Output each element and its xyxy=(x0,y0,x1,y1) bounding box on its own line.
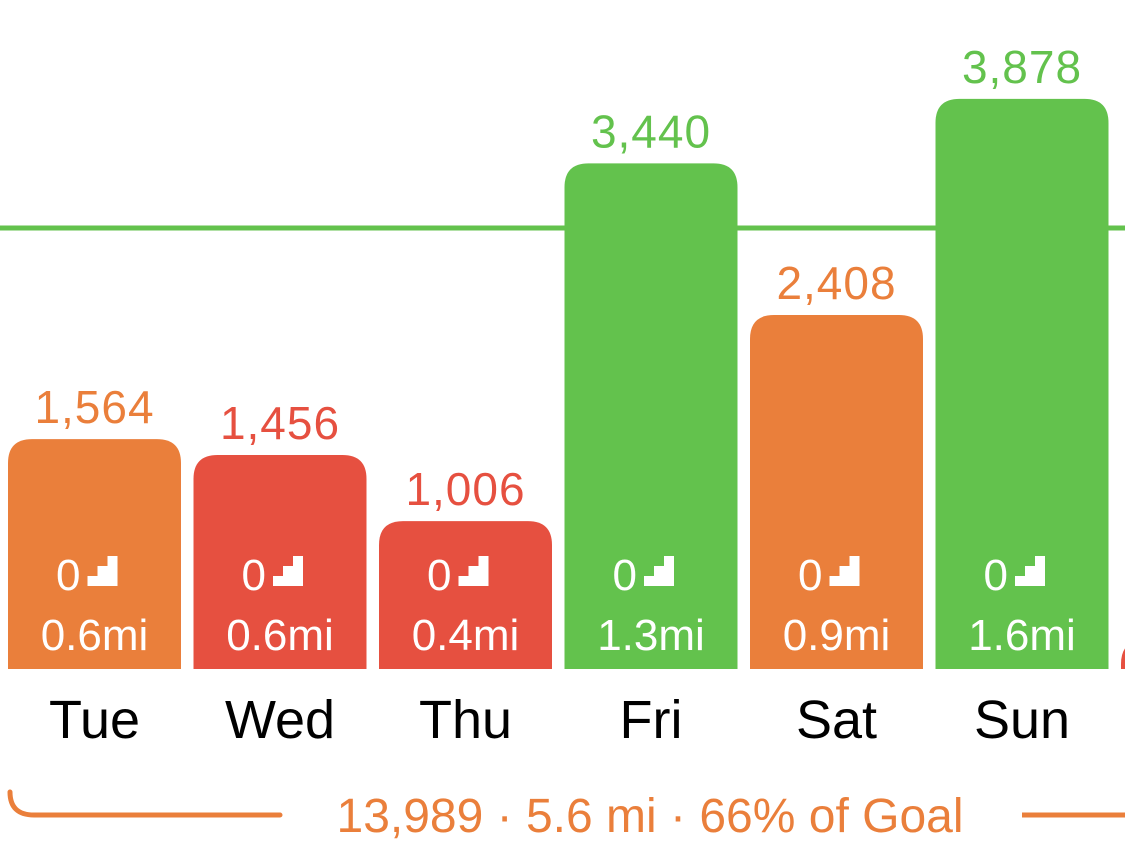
value-label: 3,440 xyxy=(591,105,711,157)
floors-count: 0 xyxy=(613,551,637,600)
day-label-tue: Tue xyxy=(49,690,140,750)
distance-label: 0.6mi xyxy=(41,611,149,660)
distance-label: 0.4mi xyxy=(412,611,520,660)
bar-sun[interactable] xyxy=(935,98,1109,669)
bar-sat[interactable] xyxy=(750,315,923,669)
bar-partial-next xyxy=(1121,648,1125,669)
weekly-summary: 13,989 · 5.6 mi · 66% of Goal xyxy=(337,790,964,843)
floors-count: 0 xyxy=(56,551,80,600)
day-label-sat: Sat xyxy=(796,690,877,750)
value-label: 1,564 xyxy=(34,381,154,433)
stairs-icon xyxy=(273,556,303,586)
stairs-icon xyxy=(1015,556,1045,586)
day-label-thu: Thu xyxy=(419,690,512,750)
value-label: 1,456 xyxy=(220,397,340,449)
stairs-icon xyxy=(458,556,489,586)
bars-group xyxy=(8,98,1125,669)
floors-count: 0 xyxy=(242,551,266,600)
bar-wed[interactable] xyxy=(193,454,367,669)
value-label: 3,878 xyxy=(962,41,1082,93)
distance-label: 0.6mi xyxy=(226,611,334,660)
stairs-icon xyxy=(644,556,674,586)
floors-count: 0 xyxy=(984,551,1008,600)
value-label: 2,408 xyxy=(776,257,896,309)
day-label-wed: Wed xyxy=(225,690,335,750)
distance-label: 1.3mi xyxy=(597,611,705,660)
bar-tue[interactable] xyxy=(8,439,181,669)
distance-label: 0.9mi xyxy=(783,611,891,660)
distance-label: 1.6mi xyxy=(968,611,1076,660)
floors-count: 0 xyxy=(427,551,451,600)
summary-bracket-left xyxy=(7,789,283,818)
labels-group: 1,564 0 0.6mi Tue 1,456 0 0.6mi Wed 1,006 0 0.4mi T… xyxy=(34,41,1082,750)
value-label: 1,006 xyxy=(405,463,525,515)
bar-thu[interactable] xyxy=(379,521,552,669)
bar-fri[interactable] xyxy=(564,163,738,669)
day-label-fri: Fri xyxy=(620,690,683,750)
day-label-sun: Sun xyxy=(974,690,1070,750)
stairs-icon xyxy=(829,556,860,586)
floors-count: 0 xyxy=(798,551,822,600)
stairs-icon xyxy=(87,556,118,586)
